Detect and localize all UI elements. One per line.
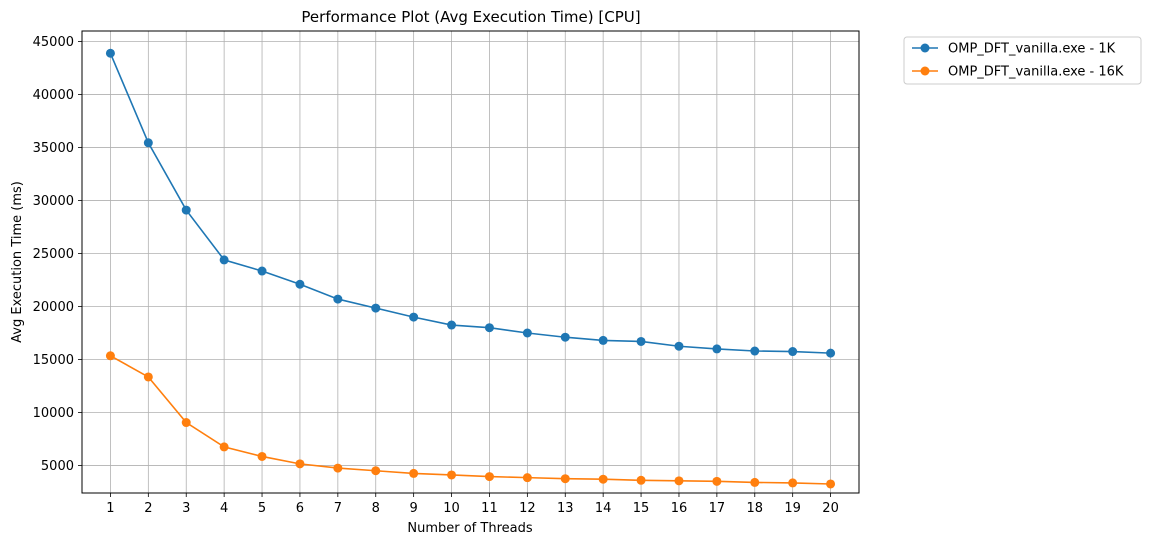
y-tick-label: 40000 bbox=[33, 88, 74, 103]
data-point bbox=[636, 475, 646, 485]
data-point bbox=[598, 335, 608, 345]
x-tick-label: 11 bbox=[481, 501, 498, 516]
data-point bbox=[522, 328, 532, 338]
data-point bbox=[598, 474, 608, 484]
y-axis-label: Avg Execution Time (ms) bbox=[10, 181, 25, 343]
data-point bbox=[826, 348, 836, 358]
data-point bbox=[788, 347, 798, 357]
data-point bbox=[333, 294, 343, 304]
y-tick-label: 15000 bbox=[33, 353, 74, 368]
data-point bbox=[219, 255, 229, 265]
x-tick-label: 19 bbox=[784, 501, 801, 516]
x-tick-label: 8 bbox=[372, 501, 380, 516]
data-point bbox=[143, 138, 153, 148]
data-point bbox=[484, 472, 494, 482]
grid-layer bbox=[82, 31, 859, 493]
y-tick-label: 30000 bbox=[33, 194, 74, 209]
x-tick-label: 17 bbox=[709, 501, 726, 516]
legend-marker-16k bbox=[920, 66, 930, 76]
data-point bbox=[636, 336, 646, 346]
x-tick-label: 1 bbox=[106, 501, 114, 516]
x-axis-label: Number of Threads bbox=[407, 521, 532, 536]
series-layer bbox=[105, 48, 836, 489]
data-point bbox=[750, 346, 760, 356]
data-point bbox=[826, 479, 836, 489]
data-point bbox=[181, 418, 191, 428]
data-point bbox=[522, 473, 532, 483]
data-point bbox=[409, 468, 419, 478]
data-point bbox=[560, 474, 570, 484]
legend-label-16k: OMP_DFT_vanilla.exe - 16K bbox=[948, 65, 1124, 80]
data-point bbox=[674, 341, 684, 351]
x-tick-label: 3 bbox=[182, 501, 190, 516]
data-point bbox=[484, 323, 494, 333]
plot-frame bbox=[81, 30, 860, 494]
x-tick-label: 20 bbox=[822, 501, 839, 516]
data-point bbox=[371, 303, 381, 313]
y-ticks: 5000 10000 15000 20000 25000 30000 35000 40000 4… bbox=[33, 35, 82, 474]
x-tick-label: 14 bbox=[595, 501, 612, 516]
data-point bbox=[447, 470, 457, 480]
data-point bbox=[105, 351, 115, 361]
data-point bbox=[295, 459, 305, 469]
y-tick-label: 45000 bbox=[33, 35, 74, 50]
data-point bbox=[333, 463, 343, 473]
x-tick-label: 2 bbox=[144, 501, 152, 516]
data-point bbox=[712, 476, 722, 486]
data-point bbox=[371, 466, 381, 476]
y-tick-label: 5000 bbox=[41, 459, 74, 474]
x-tick-label: 7 bbox=[334, 501, 342, 516]
x-tick-label: 10 bbox=[443, 501, 460, 516]
series-line-1 bbox=[110, 355, 831, 485]
x-tick-label: 5 bbox=[258, 501, 266, 516]
legend-marker-1k bbox=[920, 43, 930, 53]
data-point bbox=[674, 476, 684, 486]
data-point bbox=[105, 48, 115, 58]
legend-label-1k: OMP_DFT_vanilla.exe - 1K bbox=[948, 42, 1116, 57]
x-tick-label: 18 bbox=[746, 501, 763, 516]
x-tick-label: 4 bbox=[220, 501, 228, 516]
y-tick-label: 25000 bbox=[33, 247, 74, 262]
data-point bbox=[447, 320, 457, 330]
chart-title: Performance Plot (Avg Execution Time) [C… bbox=[301, 8, 640, 26]
data-point bbox=[181, 205, 191, 215]
data-point bbox=[257, 266, 267, 276]
series-line-0 bbox=[109, 52, 831, 354]
x-tick-label: 9 bbox=[410, 501, 418, 516]
data-point bbox=[712, 344, 722, 354]
x-tick-label: 15 bbox=[633, 501, 650, 516]
data-point bbox=[560, 332, 570, 342]
data-point bbox=[143, 372, 153, 382]
legend-frame bbox=[903, 36, 1142, 85]
data-point bbox=[750, 477, 760, 487]
y-tick-label: 20000 bbox=[33, 300, 74, 315]
data-point bbox=[409, 312, 419, 322]
data-point bbox=[295, 279, 305, 289]
legend: OMP_DFT_vanilla.exe - 1K OMP_DFT_vanilla… bbox=[903, 36, 1142, 85]
x-tick-label: 16 bbox=[671, 501, 688, 516]
data-point bbox=[788, 478, 798, 488]
x-ticks: 1 2 3 4 5 6 7 8 9 10 11 12 13 14 15 16 17 18 19 20 bbox=[106, 493, 839, 516]
data-point bbox=[257, 451, 267, 461]
x-tick-label: 12 bbox=[519, 501, 536, 516]
y-tick-label: 10000 bbox=[33, 406, 74, 421]
y-tick-label: 35000 bbox=[33, 141, 74, 156]
x-tick-label: 6 bbox=[296, 501, 304, 516]
x-tick-label: 13 bbox=[557, 501, 574, 516]
data-point bbox=[219, 442, 229, 452]
